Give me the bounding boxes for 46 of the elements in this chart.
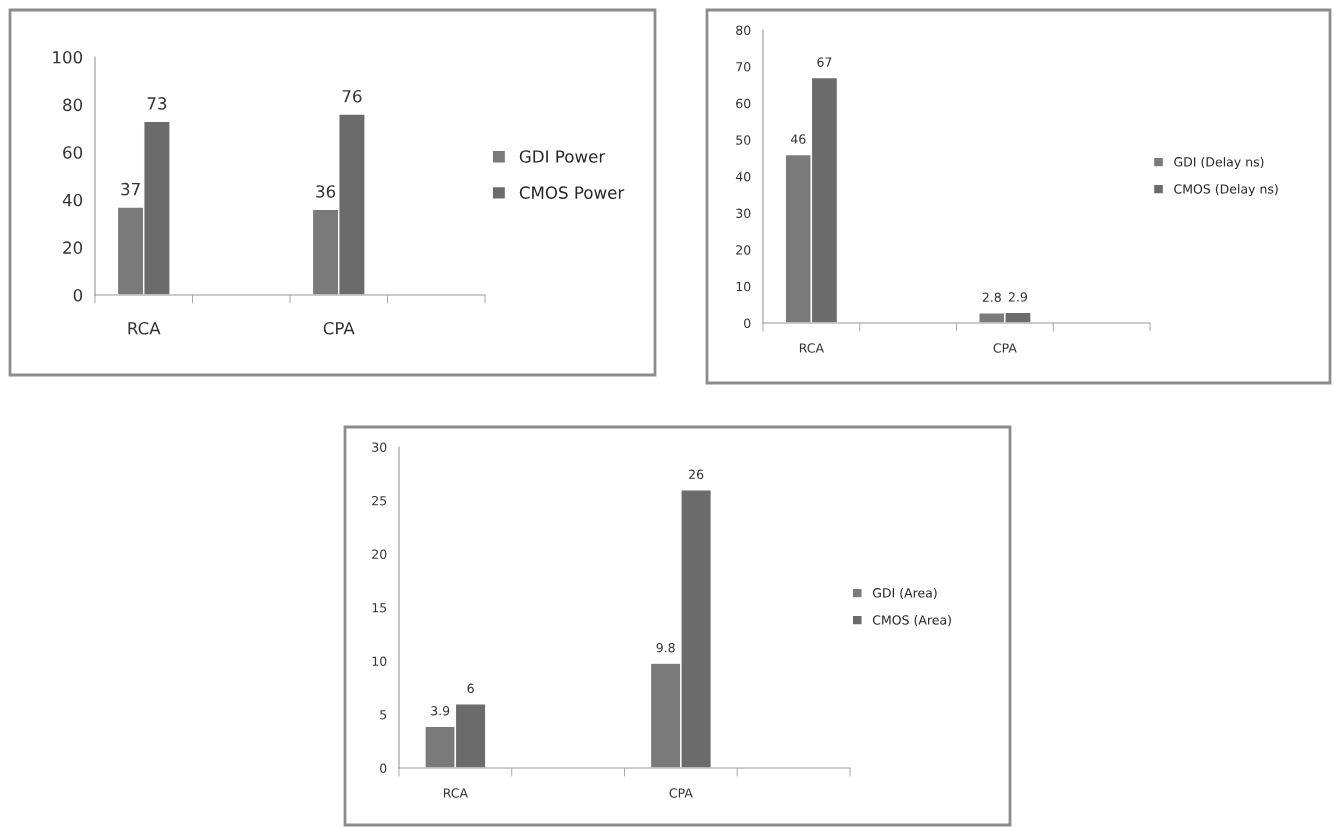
y-tick-label: 20	[63, 241, 83, 254]
y-tick-label: 50	[736, 135, 751, 145]
y-tick-label: 80	[736, 25, 751, 35]
data-label: 26	[689, 469, 704, 480]
y-tick-label: 10	[736, 281, 751, 292]
x-tick-label: CPA	[993, 343, 1017, 353]
data-label: 3.9	[431, 706, 450, 716]
x-tick-label: CPA	[323, 321, 355, 335]
y-tick-label: 60	[63, 146, 83, 159]
y-tick-label: 30	[372, 442, 387, 452]
y-tick-label: 10	[372, 656, 387, 666]
y-tick-label: 40	[62, 193, 83, 207]
data-label: 73	[147, 97, 167, 110]
y-tick-label: 25	[372, 495, 387, 506]
data-label: 46	[790, 134, 806, 144]
y-tick-label: 30	[736, 208, 751, 219]
legend-label: CMOS (Area)	[872, 615, 951, 627]
data-label: 9.8	[656, 642, 675, 653]
data-label: 2.9	[1008, 292, 1027, 302]
y-tick-label: 0	[73, 288, 83, 302]
y-tick-label: 20	[736, 245, 751, 255]
data-label: 67	[817, 57, 832, 67]
data-label: 37	[121, 182, 140, 196]
legend-label: CMOS Power	[519, 186, 625, 199]
data-label: 76	[342, 89, 362, 103]
x-tick-label: RCA	[443, 788, 468, 798]
y-tick-label: 40	[735, 171, 751, 182]
y-tick-label: 70	[736, 62, 751, 72]
y-tick-label: 100	[53, 50, 83, 64]
y-tick-label: 20	[372, 549, 387, 559]
data-label: 36	[316, 185, 336, 198]
x-tick-label: RCA	[799, 343, 824, 353]
y-tick-label: 0	[380, 763, 387, 773]
y-tick-label: 5	[380, 710, 387, 720]
legend-label: GDI (Area)	[872, 587, 937, 600]
legend-label: GDI (Delay ns)	[1174, 156, 1264, 169]
data-label: 2.8	[982, 292, 1001, 302]
data-label: 6	[467, 683, 474, 694]
legend-label: CMOS (Delay ns)	[1174, 184, 1278, 197]
y-tick-label: 15	[372, 603, 387, 613]
y-tick-label: 80	[63, 98, 83, 112]
x-tick-label: RCA	[128, 321, 161, 335]
y-tick-label: 60	[736, 98, 751, 109]
legend-label: GDI Power	[519, 150, 606, 163]
x-tick-label: CPA	[669, 788, 693, 798]
y-tick-label: 0	[744, 318, 751, 328]
